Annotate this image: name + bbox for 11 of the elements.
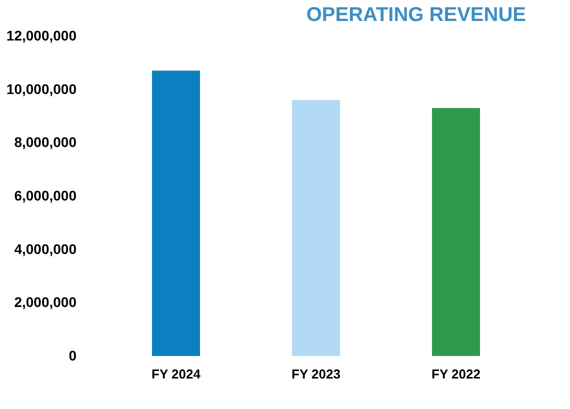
y-tick-label: 2,000,000 <box>14 294 77 310</box>
y-tick-label: 10,000,000 <box>6 80 77 97</box>
y-tick-label: 4,000,000 <box>14 240 77 257</box>
y-tick-label: 12,000,000 <box>6 28 77 44</box>
chart-title: OPERATING REVENUE <box>306 4 526 26</box>
x-tick-label: FY 2022 <box>432 366 480 382</box>
y-tick-label: 6,000,000 <box>14 188 77 204</box>
y-tick-label: 8,000,000 <box>14 134 77 150</box>
x-tick-label: FY 2023 <box>292 366 340 382</box>
x-tick-label: FY 2024 <box>152 366 202 382</box>
y-tick-label: 0 <box>68 348 77 364</box>
